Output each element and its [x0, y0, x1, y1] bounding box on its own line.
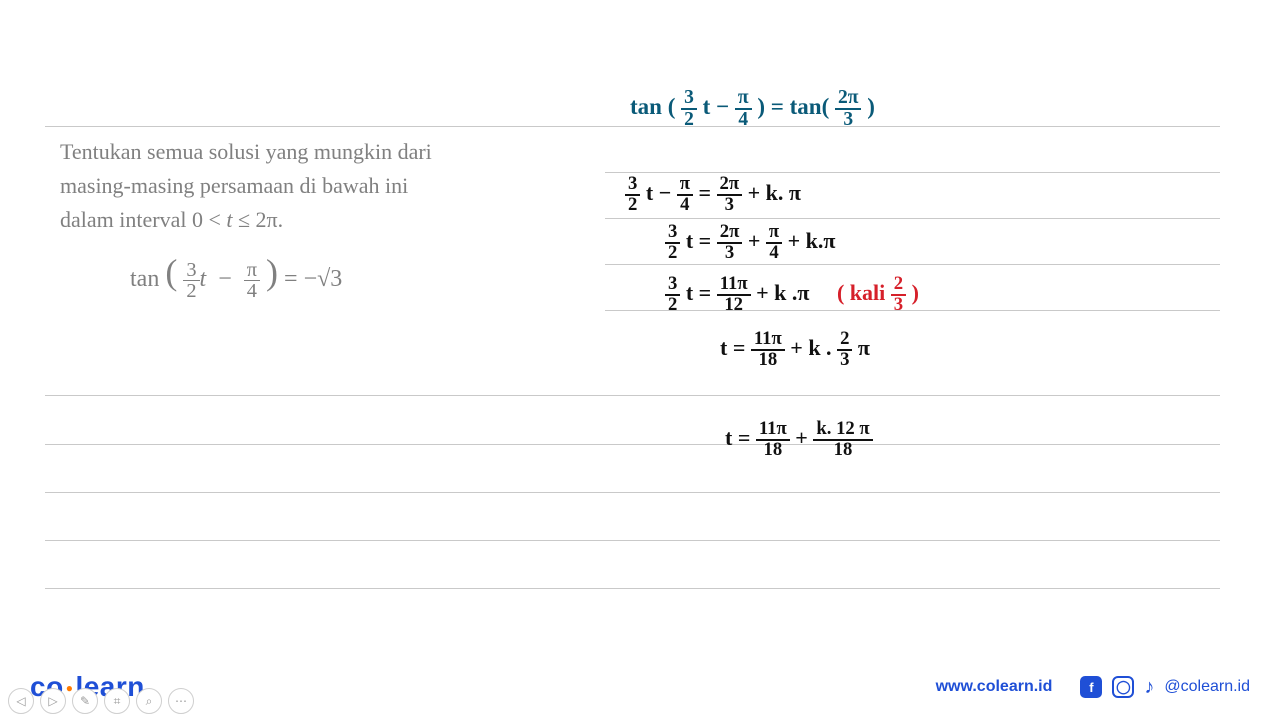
problem-equation: tan ( 3 2 t − π 4 ) = −√3	[60, 247, 540, 303]
ruled-line	[45, 395, 1220, 396]
fraction-pi-4: π 4	[244, 260, 260, 302]
problem-line-1: Tentukan semua solusi yang mungkin dari	[60, 135, 540, 169]
instagram-icon[interactable]: ◯	[1112, 676, 1134, 698]
hw-step-2: 32 t = 2π3 + π4 + k.π	[665, 223, 835, 262]
ruled-line	[45, 492, 1220, 493]
eq-rhs: = −√3	[284, 266, 342, 292]
play-button[interactable]: ▷	[40, 688, 66, 714]
eq-var: t	[200, 266, 207, 292]
fraction-3-2: 3 2	[183, 260, 199, 302]
hw-note-kali: ( kali	[837, 280, 891, 305]
interval-prefix: dalam interval 0 <	[60, 207, 226, 232]
facebook-icon[interactable]: f	[1080, 676, 1102, 698]
ruled-line	[45, 444, 1220, 445]
ruled-line	[605, 264, 1220, 265]
hw-step-3: 32 t = 11π12 + k .π ( kali 23 )	[665, 275, 919, 314]
tiktok-icon[interactable]: ♪	[1144, 676, 1154, 699]
footer-url[interactable]: www.colearn.id	[936, 678, 1053, 696]
hw-step-4: t = 11π18 + k . 23 π	[720, 330, 870, 369]
edit-button[interactable]: ✎	[72, 688, 98, 714]
hw-tan-identity: tan ( 32 t − π4 ) = tan( 2π3 )	[630, 88, 875, 129]
hw-step-1: 32 t − π4 = 2π3 + k. π	[625, 175, 801, 214]
problem-line-3: dalam interval 0 < t ≤ 2π.	[60, 203, 540, 237]
social-handle: @colearn.id	[1164, 678, 1250, 696]
socials: f ◯ ♪ @colearn.id	[1080, 676, 1250, 699]
prev-button[interactable]: ◁	[8, 688, 34, 714]
grid-button[interactable]: ⌗	[104, 688, 130, 714]
hw-step-5: t = 11π18 + k. 12 π18	[725, 420, 873, 459]
ruled-line	[45, 588, 1220, 589]
problem-line-2: masing-masing persamaan di bawah ini	[60, 169, 540, 203]
ruled-line	[605, 218, 1220, 219]
interval-suffix: ≤ 2π.	[232, 207, 283, 232]
problem-statement: Tentukan semua solusi yang mungkin dari …	[60, 135, 540, 303]
player-controls: ◁ ▷ ✎ ⌗ ⌕ ⋯	[8, 688, 194, 714]
ruled-line	[605, 172, 1220, 173]
page: Tentukan semua solusi yang mungkin dari …	[0, 0, 1280, 720]
eq-tan: tan	[130, 266, 165, 292]
more-button[interactable]: ⋯	[168, 688, 194, 714]
ruled-line	[45, 540, 1220, 541]
search-button[interactable]: ⌕	[136, 688, 162, 714]
